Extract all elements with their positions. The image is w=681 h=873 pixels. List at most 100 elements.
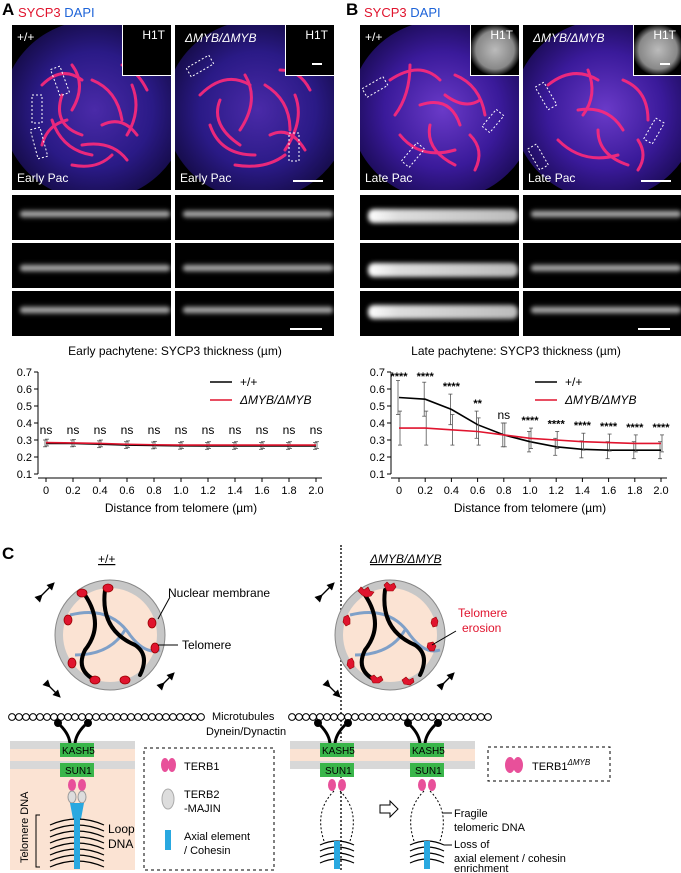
sycp3-axis-fiber xyxy=(183,263,333,273)
nucleus-wildtype xyxy=(34,579,175,698)
microtubule-unit xyxy=(330,713,338,721)
model-diagram: +/+ ΔMYB/ΔMYB Nuclear membrane Telomere xyxy=(8,552,611,873)
significance-label: ns xyxy=(40,423,53,437)
stage-label: Late Pac xyxy=(365,171,413,185)
microtubule-unit xyxy=(15,713,23,721)
scale-bar xyxy=(312,63,322,65)
h1t-label: H1T xyxy=(142,28,165,42)
kash5-label-right-1: KASH5 xyxy=(322,746,355,757)
significance-label: **** xyxy=(443,381,461,393)
sycp3-axis-fiber xyxy=(183,305,333,315)
microtubule-unit xyxy=(169,713,177,721)
legend-terb2-2: -MAJIN xyxy=(184,803,221,815)
kash5-label-right-2: KASH5 xyxy=(412,746,445,757)
stage-label: Late Pac xyxy=(528,171,576,185)
significance-label: ns xyxy=(94,423,107,437)
microtubule-unit xyxy=(141,713,149,721)
micrograph-b-wildtype: +/+ Late Pac H1T xyxy=(360,25,519,190)
microtubule-unit xyxy=(421,713,429,721)
right-genotype-label: ΔMYB/ΔMYB xyxy=(369,552,441,566)
chart-early-pachytene: 0.1 0.2 0.3 0.4 0.5 0.6 0.7 0 0.2 0.4 0.6 0.8 1.0 1.2… xyxy=(17,367,324,515)
microtubule-unit xyxy=(22,713,30,721)
dapi-label: DAPI xyxy=(410,5,441,20)
x-tick-label: 0 xyxy=(396,485,402,497)
significance-label: ns xyxy=(310,423,323,437)
loop-dna-label-2: DNA xyxy=(108,837,133,851)
scale-bar xyxy=(293,180,323,182)
loss-label-2: axial element / cohesin xyxy=(454,853,566,865)
sycp3-label: SYCP3 xyxy=(18,5,61,20)
legend-axial-1: Axial element xyxy=(184,831,250,843)
straightened-axis-strip xyxy=(12,291,171,336)
significance-label: **** xyxy=(390,371,408,383)
nucleus-mutant xyxy=(314,579,455,698)
microtubule-unit xyxy=(365,713,373,721)
microtubule-unit xyxy=(113,713,121,721)
microtubule-unit xyxy=(36,713,44,721)
chart-late-pachytene: 0.1 0.2 0.3 0.4 0.5 0.6 0.7 0 0.2 0.4 0.6 0.8 1.0 1.2… xyxy=(370,367,671,515)
sun1-label: SUN1 xyxy=(65,766,92,777)
h1t-inset: H1T xyxy=(285,25,334,76)
microtubule-unit xyxy=(295,713,303,721)
straightened-axis-strip xyxy=(523,291,681,336)
sycp3-axis-fiber xyxy=(20,263,170,273)
significance-label: ns xyxy=(283,423,296,437)
genotype-label: +/+ xyxy=(365,30,383,44)
straightened-axis-strip xyxy=(175,291,334,336)
x-tick-label: 0.6 xyxy=(119,485,134,497)
panel-letter-b: B xyxy=(346,0,359,19)
y-tick-label: 0.5 xyxy=(17,401,32,413)
significance-label: ns xyxy=(67,423,80,437)
microtubule-unit xyxy=(484,713,492,721)
microtubule-unit xyxy=(8,713,16,721)
x-tick-label: 1.0 xyxy=(173,485,188,497)
legend-label: +/+ xyxy=(565,375,582,389)
y-tick-label: 0.6 xyxy=(370,384,385,396)
microtubule-unit xyxy=(470,713,478,721)
y-tick-label: 0.4 xyxy=(370,418,385,430)
microtubule-unit xyxy=(43,713,51,721)
x-tick-label: 2.0 xyxy=(308,485,323,497)
microtubule-unit xyxy=(78,713,86,721)
x-tick-label: 0 xyxy=(43,485,49,497)
micrograph-a-wildtype: +/+ Early Pac H1T xyxy=(12,25,171,190)
stage-label: Early Pac xyxy=(17,171,69,185)
microtubule-unit xyxy=(127,713,135,721)
x-axis-label: Distance from telomere (µm) xyxy=(105,501,257,515)
legend-axial-2: / Cohesin xyxy=(184,845,230,857)
microtubule-unit xyxy=(351,713,359,721)
straightened-axis-strip xyxy=(175,243,334,288)
legend-mutant: TERB1ΔMYB xyxy=(487,746,611,782)
x-tick-label: 1.8 xyxy=(627,485,642,497)
h1t-label: H1T xyxy=(305,28,328,42)
significance-label: ** xyxy=(473,398,482,410)
scale-bar xyxy=(660,63,670,65)
straightened-axis-strip xyxy=(360,243,519,288)
micrograph-a-mutant: ΔMYB/ΔMYB Early Pac H1T xyxy=(175,25,334,190)
x-tick-label: 0.2 xyxy=(65,485,80,497)
y-tick-label: 0.7 xyxy=(17,367,32,379)
microtubule-unit xyxy=(428,713,436,721)
microtubule-unit xyxy=(414,713,422,721)
y-tick-label: 0.4 xyxy=(17,418,32,430)
telomere-attachment-mutant: KASH5 SUN1 KASH5 SUN1 Fragile telomeric … xyxy=(290,719,566,873)
significance-label: **** xyxy=(600,421,618,433)
microtubule-unit xyxy=(99,713,107,721)
genotype-label: ΔMYB/ΔMYB xyxy=(533,31,605,45)
significance-label: ns xyxy=(229,423,242,437)
panel-letter-a: A xyxy=(2,0,15,19)
genotype-label: +/+ xyxy=(17,30,35,44)
sycp3-axes xyxy=(361,63,505,172)
y-tick-label: 0.3 xyxy=(370,435,385,447)
significance-label: **** xyxy=(417,371,435,383)
h1t-inset: H1T xyxy=(470,25,519,76)
microtubule-unit xyxy=(379,713,387,721)
scale-bar xyxy=(290,328,322,330)
scale-bar xyxy=(641,180,671,182)
straightened-axis-strip xyxy=(175,195,334,240)
microtubule-unit xyxy=(176,713,184,721)
loss-label-3: enrichment xyxy=(454,863,508,873)
sycp3-axis-fiber xyxy=(183,209,333,219)
sun1-label-right-2: SUN1 xyxy=(415,766,442,777)
sun1-label-right-1: SUN1 xyxy=(325,766,352,777)
